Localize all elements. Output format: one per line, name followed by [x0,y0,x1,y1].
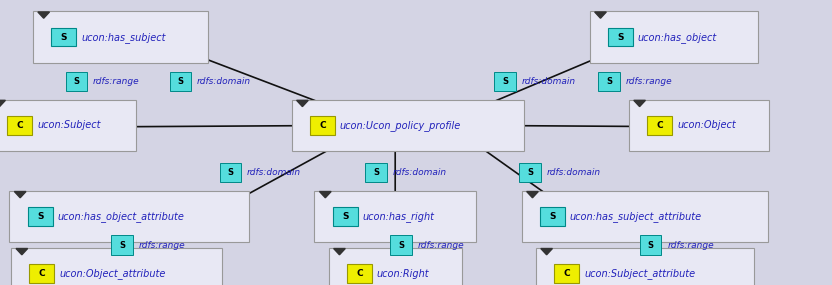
FancyBboxPatch shape [329,248,462,285]
Text: S: S [119,241,126,250]
Text: ucon:Ucon_policy_profile: ucon:Ucon_policy_profile [339,120,461,131]
Text: S: S [373,168,379,177]
Text: rdfs:domain: rdfs:domain [393,168,447,177]
FancyBboxPatch shape [522,191,768,242]
Polygon shape [595,12,607,18]
FancyBboxPatch shape [0,100,136,151]
Text: ucon:Subject_attribute: ucon:Subject_attribute [584,268,696,279]
Polygon shape [37,12,49,18]
Text: rdfs:range: rdfs:range [93,77,140,86]
Text: C: C [356,269,363,278]
FancyBboxPatch shape [7,116,32,135]
FancyBboxPatch shape [519,163,541,182]
FancyBboxPatch shape [629,100,769,151]
Text: rdfs:domain: rdfs:domain [197,77,251,86]
Text: ucon:Subject: ucon:Subject [37,120,101,131]
Polygon shape [334,249,345,255]
FancyBboxPatch shape [536,248,754,285]
FancyBboxPatch shape [27,207,52,226]
FancyBboxPatch shape [32,11,208,63]
FancyBboxPatch shape [554,264,579,283]
Polygon shape [16,249,27,255]
Polygon shape [541,249,552,255]
FancyBboxPatch shape [9,191,249,242]
Text: S: S [61,32,67,42]
Text: S: S [37,212,43,221]
Text: ucon:has_object_attribute: ucon:has_object_attribute [57,211,185,222]
Text: C: C [563,269,570,278]
FancyBboxPatch shape [51,28,76,46]
FancyBboxPatch shape [291,100,524,151]
Text: S: S [73,77,80,86]
FancyBboxPatch shape [220,163,241,182]
Text: S: S [617,32,624,42]
Polygon shape [527,192,538,198]
Polygon shape [297,100,308,107]
Text: S: S [227,168,234,177]
Text: S: S [606,77,612,86]
FancyBboxPatch shape [66,72,87,91]
FancyBboxPatch shape [347,264,372,283]
Text: S: S [342,212,349,221]
FancyBboxPatch shape [170,72,191,91]
FancyBboxPatch shape [390,235,412,255]
FancyBboxPatch shape [540,207,565,226]
Polygon shape [0,100,6,107]
Text: ucon:Right: ucon:Right [377,268,429,279]
Text: rdfs:range: rdfs:range [139,241,186,250]
FancyBboxPatch shape [590,11,758,63]
FancyBboxPatch shape [333,207,358,226]
Text: ucon:Object: ucon:Object [677,120,735,131]
Text: C: C [319,121,325,130]
Text: S: S [647,241,654,250]
Text: rdfs:domain: rdfs:domain [522,77,576,86]
FancyBboxPatch shape [494,72,516,91]
Text: C: C [656,121,663,130]
Text: ucon:has_right: ucon:has_right [363,211,435,222]
FancyBboxPatch shape [365,163,387,182]
FancyBboxPatch shape [647,116,672,135]
FancyBboxPatch shape [29,264,54,283]
Text: C: C [17,121,22,130]
FancyBboxPatch shape [314,191,476,242]
FancyBboxPatch shape [11,248,222,285]
Polygon shape [634,100,646,107]
FancyBboxPatch shape [608,28,633,46]
Text: rdfs:range: rdfs:range [626,77,672,86]
Text: rdfs:domain: rdfs:domain [547,168,601,177]
Text: ucon:Object_attribute: ucon:Object_attribute [59,268,166,279]
FancyBboxPatch shape [598,72,620,91]
Text: C: C [38,269,45,278]
Text: S: S [398,241,404,250]
Text: S: S [549,212,556,221]
FancyBboxPatch shape [310,116,334,135]
Text: S: S [527,168,533,177]
Text: ucon:has_subject: ucon:has_subject [81,32,166,42]
FancyBboxPatch shape [111,235,133,255]
Text: S: S [177,77,184,86]
Text: rdfs:domain: rdfs:domain [247,168,301,177]
Text: S: S [502,77,508,86]
Text: ucon:has_object: ucon:has_object [638,32,717,42]
Polygon shape [14,192,26,198]
Text: rdfs:range: rdfs:range [418,241,464,250]
Polygon shape [319,192,331,198]
Text: rdfs:range: rdfs:range [667,241,714,250]
FancyBboxPatch shape [640,235,661,255]
Text: ucon:has_subject_attribute: ucon:has_subject_attribute [570,211,702,222]
